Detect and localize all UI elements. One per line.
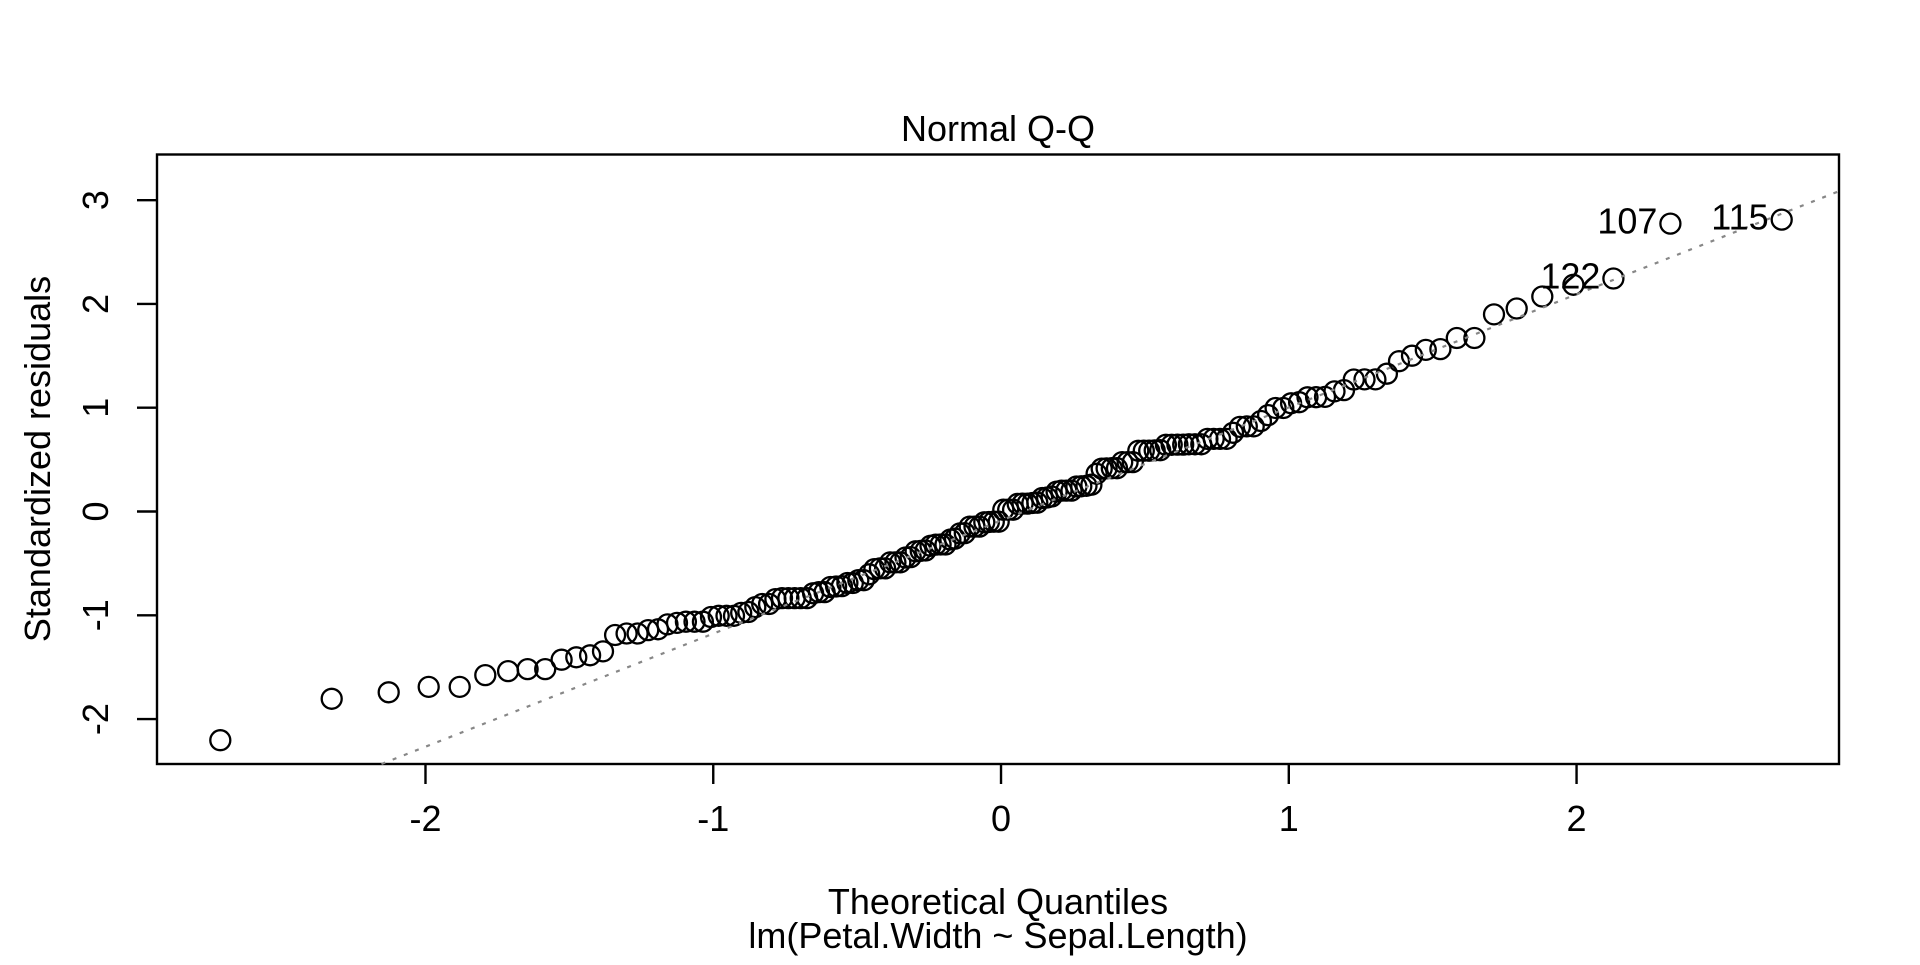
y-tick-label: -2 bbox=[75, 703, 116, 735]
x-axis-label: Theoretical Quantiles bbox=[828, 881, 1168, 922]
data-point bbox=[1463, 326, 1486, 350]
data-point bbox=[1505, 297, 1528, 320]
data-point bbox=[715, 604, 738, 627]
data-point bbox=[565, 646, 588, 669]
data-point bbox=[1387, 350, 1411, 373]
data-point bbox=[1242, 415, 1265, 438]
data-point bbox=[858, 563, 881, 586]
data-point bbox=[209, 729, 232, 752]
y-axis-label: Standardized residuals bbox=[17, 276, 58, 642]
data-point bbox=[656, 613, 679, 636]
y-tick-label: 2 bbox=[75, 294, 116, 314]
data-point bbox=[847, 569, 870, 592]
y-tick-label: 0 bbox=[75, 501, 116, 521]
data-point bbox=[1659, 212, 1682, 235]
data-point bbox=[578, 644, 602, 667]
data-point bbox=[417, 675, 440, 699]
data-point bbox=[1249, 409, 1273, 433]
data-point bbox=[1256, 403, 1280, 427]
data-point bbox=[320, 687, 343, 710]
data-point bbox=[1228, 415, 1252, 439]
data-point bbox=[603, 623, 627, 647]
data-point bbox=[665, 611, 689, 635]
data-point bbox=[889, 551, 912, 574]
data-point bbox=[683, 610, 706, 633]
data-point bbox=[474, 663, 497, 687]
data-point bbox=[1429, 337, 1452, 361]
x-tick-label: -2 bbox=[409, 798, 441, 839]
data-point bbox=[1602, 267, 1625, 290]
data-point bbox=[1296, 386, 1319, 409]
data-point bbox=[516, 657, 539, 681]
data-point bbox=[550, 648, 573, 671]
plot-area-border bbox=[155, 153, 1841, 766]
chart-title: Normal Q-Q bbox=[901, 108, 1095, 149]
data-point bbox=[1172, 433, 1195, 456]
point-label-115: 115 bbox=[1711, 197, 1768, 238]
x-axis-ticks: -2 -1 0 1 2 bbox=[409, 764, 1587, 839]
data-point bbox=[1221, 421, 1245, 444]
qq-reference-line bbox=[381, 190, 1840, 766]
point-label-122: 122 bbox=[1540, 256, 1600, 297]
data-point bbox=[707, 604, 730, 627]
model-formula-label: lm(Petal.Width ~ Sepal.Length) bbox=[748, 915, 1247, 956]
x-tick-label: -1 bbox=[697, 798, 729, 839]
data-point bbox=[830, 574, 854, 598]
data-point bbox=[1414, 338, 1437, 362]
data-point bbox=[1111, 450, 1134, 474]
data-point bbox=[1482, 303, 1506, 326]
data-point bbox=[777, 586, 800, 610]
data-point bbox=[1770, 208, 1793, 231]
data-point bbox=[1166, 433, 1189, 456]
data-point bbox=[770, 586, 794, 610]
data-point bbox=[1215, 427, 1238, 451]
data-point bbox=[1080, 473, 1103, 496]
data-point bbox=[1160, 433, 1183, 456]
y-tick-label: 1 bbox=[75, 398, 116, 418]
data-point bbox=[674, 610, 698, 633]
data-point bbox=[1353, 368, 1376, 391]
outlier-labels: 122 107 115 bbox=[1540, 197, 1768, 297]
data-point bbox=[626, 622, 649, 645]
data-point bbox=[1127, 439, 1150, 462]
y-tick-label: 3 bbox=[75, 190, 116, 210]
x-tick-label: 2 bbox=[1567, 798, 1587, 839]
qq-line bbox=[381, 190, 1840, 766]
data-points bbox=[209, 208, 1793, 752]
data-point bbox=[1562, 273, 1585, 296]
data-point bbox=[615, 622, 638, 645]
data-point bbox=[879, 551, 902, 574]
data-point bbox=[1364, 368, 1387, 391]
data-point bbox=[1235, 415, 1258, 438]
data-point bbox=[591, 640, 615, 663]
data-point bbox=[1105, 457, 1129, 480]
data-point bbox=[1323, 380, 1346, 403]
data-point bbox=[824, 575, 848, 598]
data-point bbox=[1264, 396, 1287, 420]
data-point bbox=[534, 657, 557, 681]
x-tick-label: 1 bbox=[1279, 798, 1299, 839]
data-point bbox=[448, 675, 471, 699]
data-point bbox=[1060, 479, 1083, 502]
data-point bbox=[496, 659, 520, 683]
y-tick-label: -1 bbox=[75, 599, 116, 631]
data-point bbox=[836, 571, 859, 595]
data-point bbox=[1132, 439, 1155, 462]
data-point bbox=[1531, 285, 1554, 308]
x-tick-label: 0 bbox=[991, 798, 1011, 839]
data-point bbox=[737, 600, 760, 624]
data-point bbox=[377, 681, 400, 704]
data-point bbox=[1375, 362, 1399, 385]
data-point bbox=[1342, 368, 1365, 391]
point-label-107: 107 bbox=[1597, 201, 1657, 242]
data-point bbox=[699, 605, 723, 629]
y-axis-ticks: -2 -1 0 1 2 3 bbox=[75, 190, 157, 735]
